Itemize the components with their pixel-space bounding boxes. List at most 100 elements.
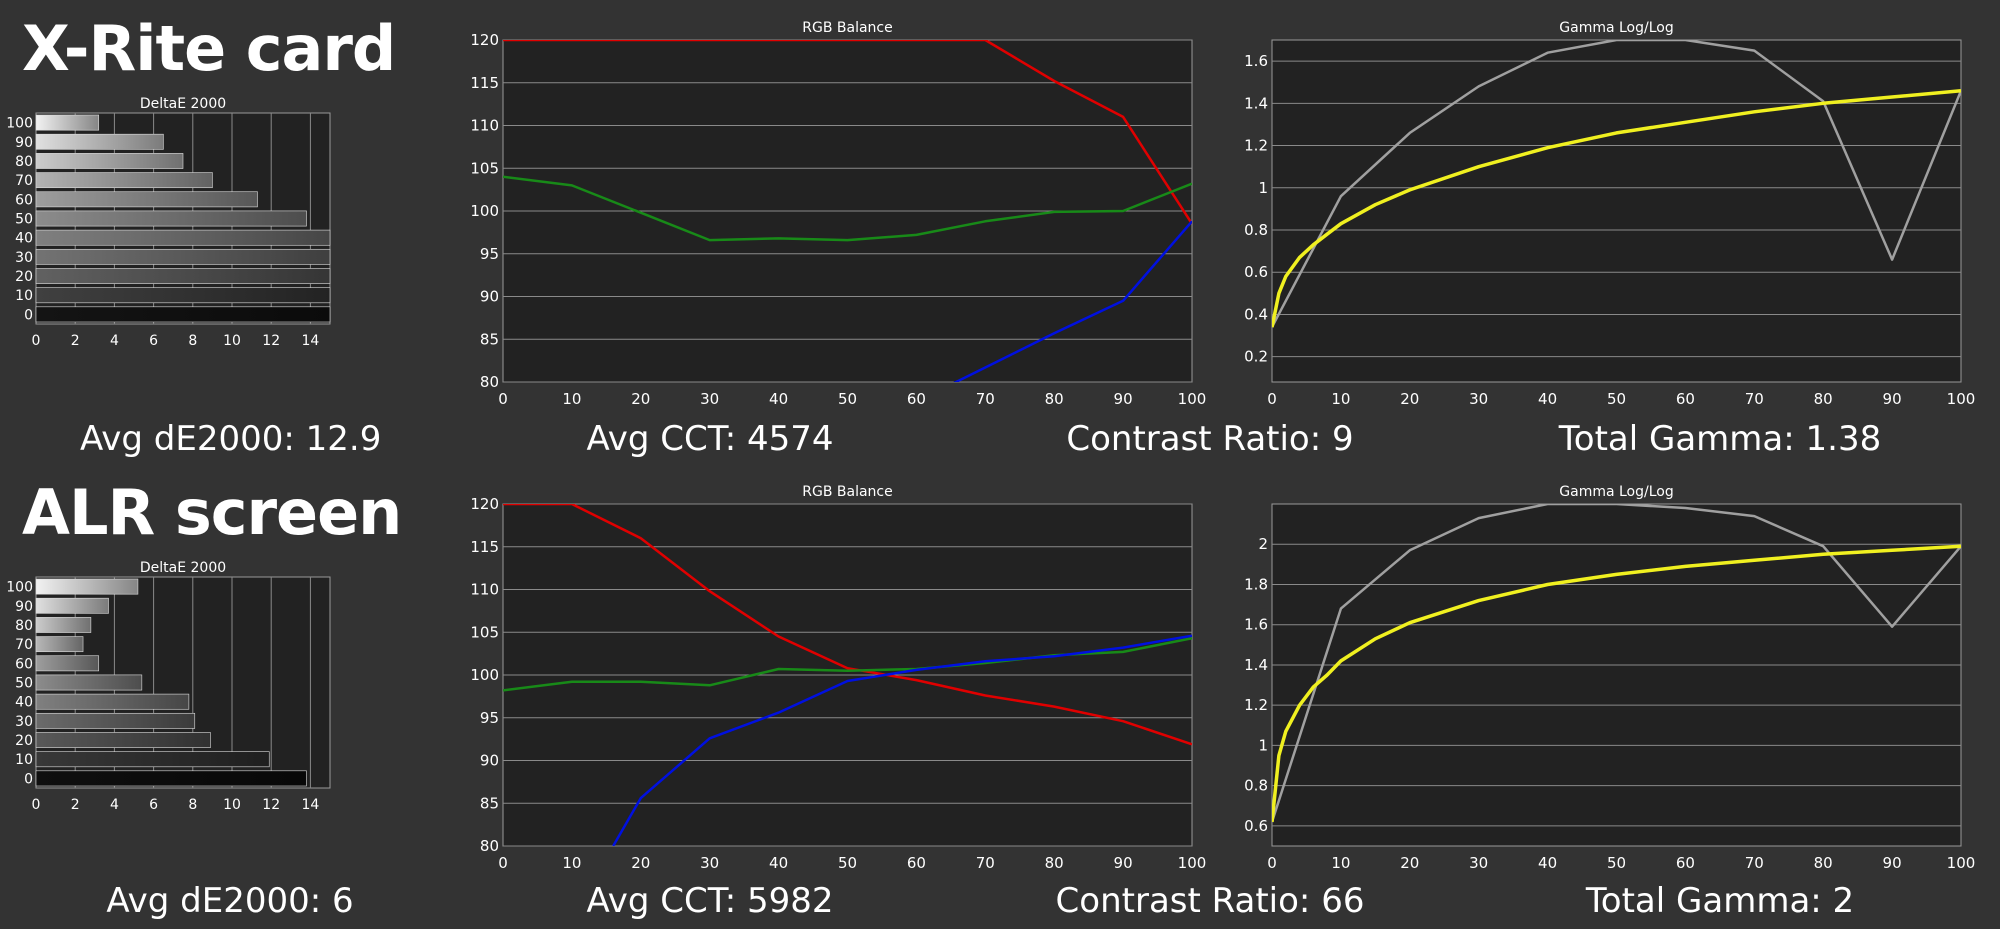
- green-line: [503, 175, 1192, 242]
- x-tick-label: 10: [223, 333, 241, 349]
- y-tick-label: 1: [1258, 736, 1268, 754]
- y-tick-label: 0.6: [1244, 263, 1268, 281]
- bar: [35, 210, 307, 227]
- bar: [35, 770, 307, 787]
- x-tick-label: 0: [1267, 390, 1277, 408]
- y-tick-label: 120: [470, 31, 499, 49]
- x-tick-label: 20: [631, 390, 650, 408]
- x-tick-label: 30: [1469, 390, 1488, 408]
- x-tick-label: 90: [1883, 854, 1902, 872]
- alr-contrast-ratio: Contrast Ratio: 66: [1055, 881, 1365, 921]
- y-tick-label: 105: [470, 623, 499, 641]
- xrite-contrast-ratio: Contrast Ratio: 9: [1066, 419, 1354, 459]
- x-tick-label: 40: [1538, 854, 1557, 872]
- y-tick-label: 95: [480, 709, 499, 727]
- bar: [35, 248, 331, 265]
- x-tick-label: 50: [838, 390, 857, 408]
- x-tick-label: 100: [1178, 854, 1207, 872]
- x-tick-label: 100: [1947, 854, 1976, 872]
- xrite-gamma-chart: Gamma Log/Log 0.2 0.4 0.6 0.8 1 1.2 1.4 1.6 0 10 20…: [1244, 20, 1976, 408]
- alr-total-gamma: Total Gamma: 2: [1585, 881, 1855, 921]
- y-tick-label: 0.8: [1244, 221, 1268, 239]
- y-tick-label: 30: [15, 714, 33, 730]
- red-line: [503, 40, 1192, 225]
- x-tick-label: 100: [1178, 390, 1207, 408]
- x-tick-label: 2: [71, 333, 80, 349]
- bar: [35, 655, 100, 672]
- x-tick-label: 60: [1676, 854, 1695, 872]
- x-tick-label: 50: [1607, 854, 1626, 872]
- bar: [35, 114, 100, 131]
- y-tick-label: 1.2: [1244, 137, 1268, 155]
- bar: [35, 306, 331, 323]
- alr-avg-de2000: Avg dE2000: 6: [106, 881, 354, 921]
- y-tick-label: 0.4: [1244, 305, 1268, 323]
- x-tick-label: 10: [562, 854, 581, 872]
- y-tick-label: 0.6: [1244, 817, 1268, 835]
- bar: [35, 597, 109, 614]
- y-tick-label: 0.2: [1244, 348, 1268, 366]
- y-tick-label: 90: [480, 288, 499, 306]
- y-tick-label: 85: [480, 794, 499, 812]
- series-group: [503, 504, 1192, 846]
- series-group: [1272, 40, 1961, 328]
- y-tick-label: 20: [15, 733, 33, 749]
- y-tick-label: 80: [15, 618, 33, 634]
- yellow-line: [1272, 88, 1961, 328]
- chart-title: Gamma Log/Log: [1559, 484, 1673, 500]
- x-tick-label: 80: [1814, 854, 1833, 872]
- chart-title: DeltaE 2000: [140, 560, 226, 576]
- x-tick-label: 0: [498, 854, 508, 872]
- y-tick-label: 1: [1258, 179, 1268, 197]
- x-tick-label: 10: [223, 797, 241, 813]
- x-tick-label: 90: [1883, 390, 1902, 408]
- bar: [35, 191, 258, 208]
- x-tick-label: 90: [1114, 390, 1133, 408]
- x-tick-label: 30: [700, 390, 719, 408]
- series-group: [503, 40, 1192, 382]
- y-tick-label: 1.4: [1244, 94, 1268, 112]
- xrite-total-gamma: Total Gamma: 1.38: [1558, 419, 1882, 459]
- x-tick-label: 60: [907, 390, 926, 408]
- bar: [35, 229, 331, 246]
- chart-title: RGB Balance: [802, 20, 892, 36]
- x-tick-label: 40: [769, 390, 788, 408]
- x-tick-label: 50: [1607, 390, 1626, 408]
- y-tick-label: 1.6: [1244, 616, 1268, 634]
- x-tick-label: 80: [1045, 390, 1064, 408]
- x-tick-label: 4: [110, 333, 119, 349]
- bar: [35, 751, 270, 768]
- y-tick-label: 60: [15, 192, 33, 208]
- x-tick-label: 14: [301, 797, 319, 813]
- x-tick-label: 10: [1331, 854, 1350, 872]
- y-tick-label: 20: [15, 269, 33, 285]
- y-tick-label: 1.4: [1244, 656, 1268, 674]
- y-tick-label: 2: [1258, 535, 1268, 553]
- y-tick-label: 40: [15, 695, 33, 711]
- x-tick-label: 4: [110, 797, 119, 813]
- y-tick-label: 90: [480, 752, 499, 770]
- bar: [35, 693, 190, 710]
- section-heading-alr: ALR screen: [22, 476, 402, 549]
- x-tick-label: 20: [1400, 854, 1419, 872]
- y-tick-label: 90: [15, 135, 33, 151]
- y-tick-label: 10: [15, 752, 33, 768]
- section-heading-xrite: X-Rite card: [22, 12, 396, 85]
- y-tick-label: 1.2: [1244, 696, 1268, 714]
- y-tick-label: 110: [470, 581, 499, 599]
- chart-title: DeltaE 2000: [140, 96, 226, 112]
- red-line: [503, 504, 1192, 746]
- y-tick-label: 60: [15, 656, 33, 672]
- y-tick-label: 50: [15, 676, 33, 692]
- x-tick-label: 30: [700, 854, 719, 872]
- y-tick-label: 100: [470, 666, 499, 684]
- y-tick-label: 100: [470, 202, 499, 220]
- x-tick-label: 100: [1947, 390, 1976, 408]
- y-tick-label: 0: [24, 307, 33, 323]
- bar: [35, 268, 331, 284]
- y-tick-label: 10: [15, 288, 33, 304]
- y-tick-label: 90: [15, 599, 33, 615]
